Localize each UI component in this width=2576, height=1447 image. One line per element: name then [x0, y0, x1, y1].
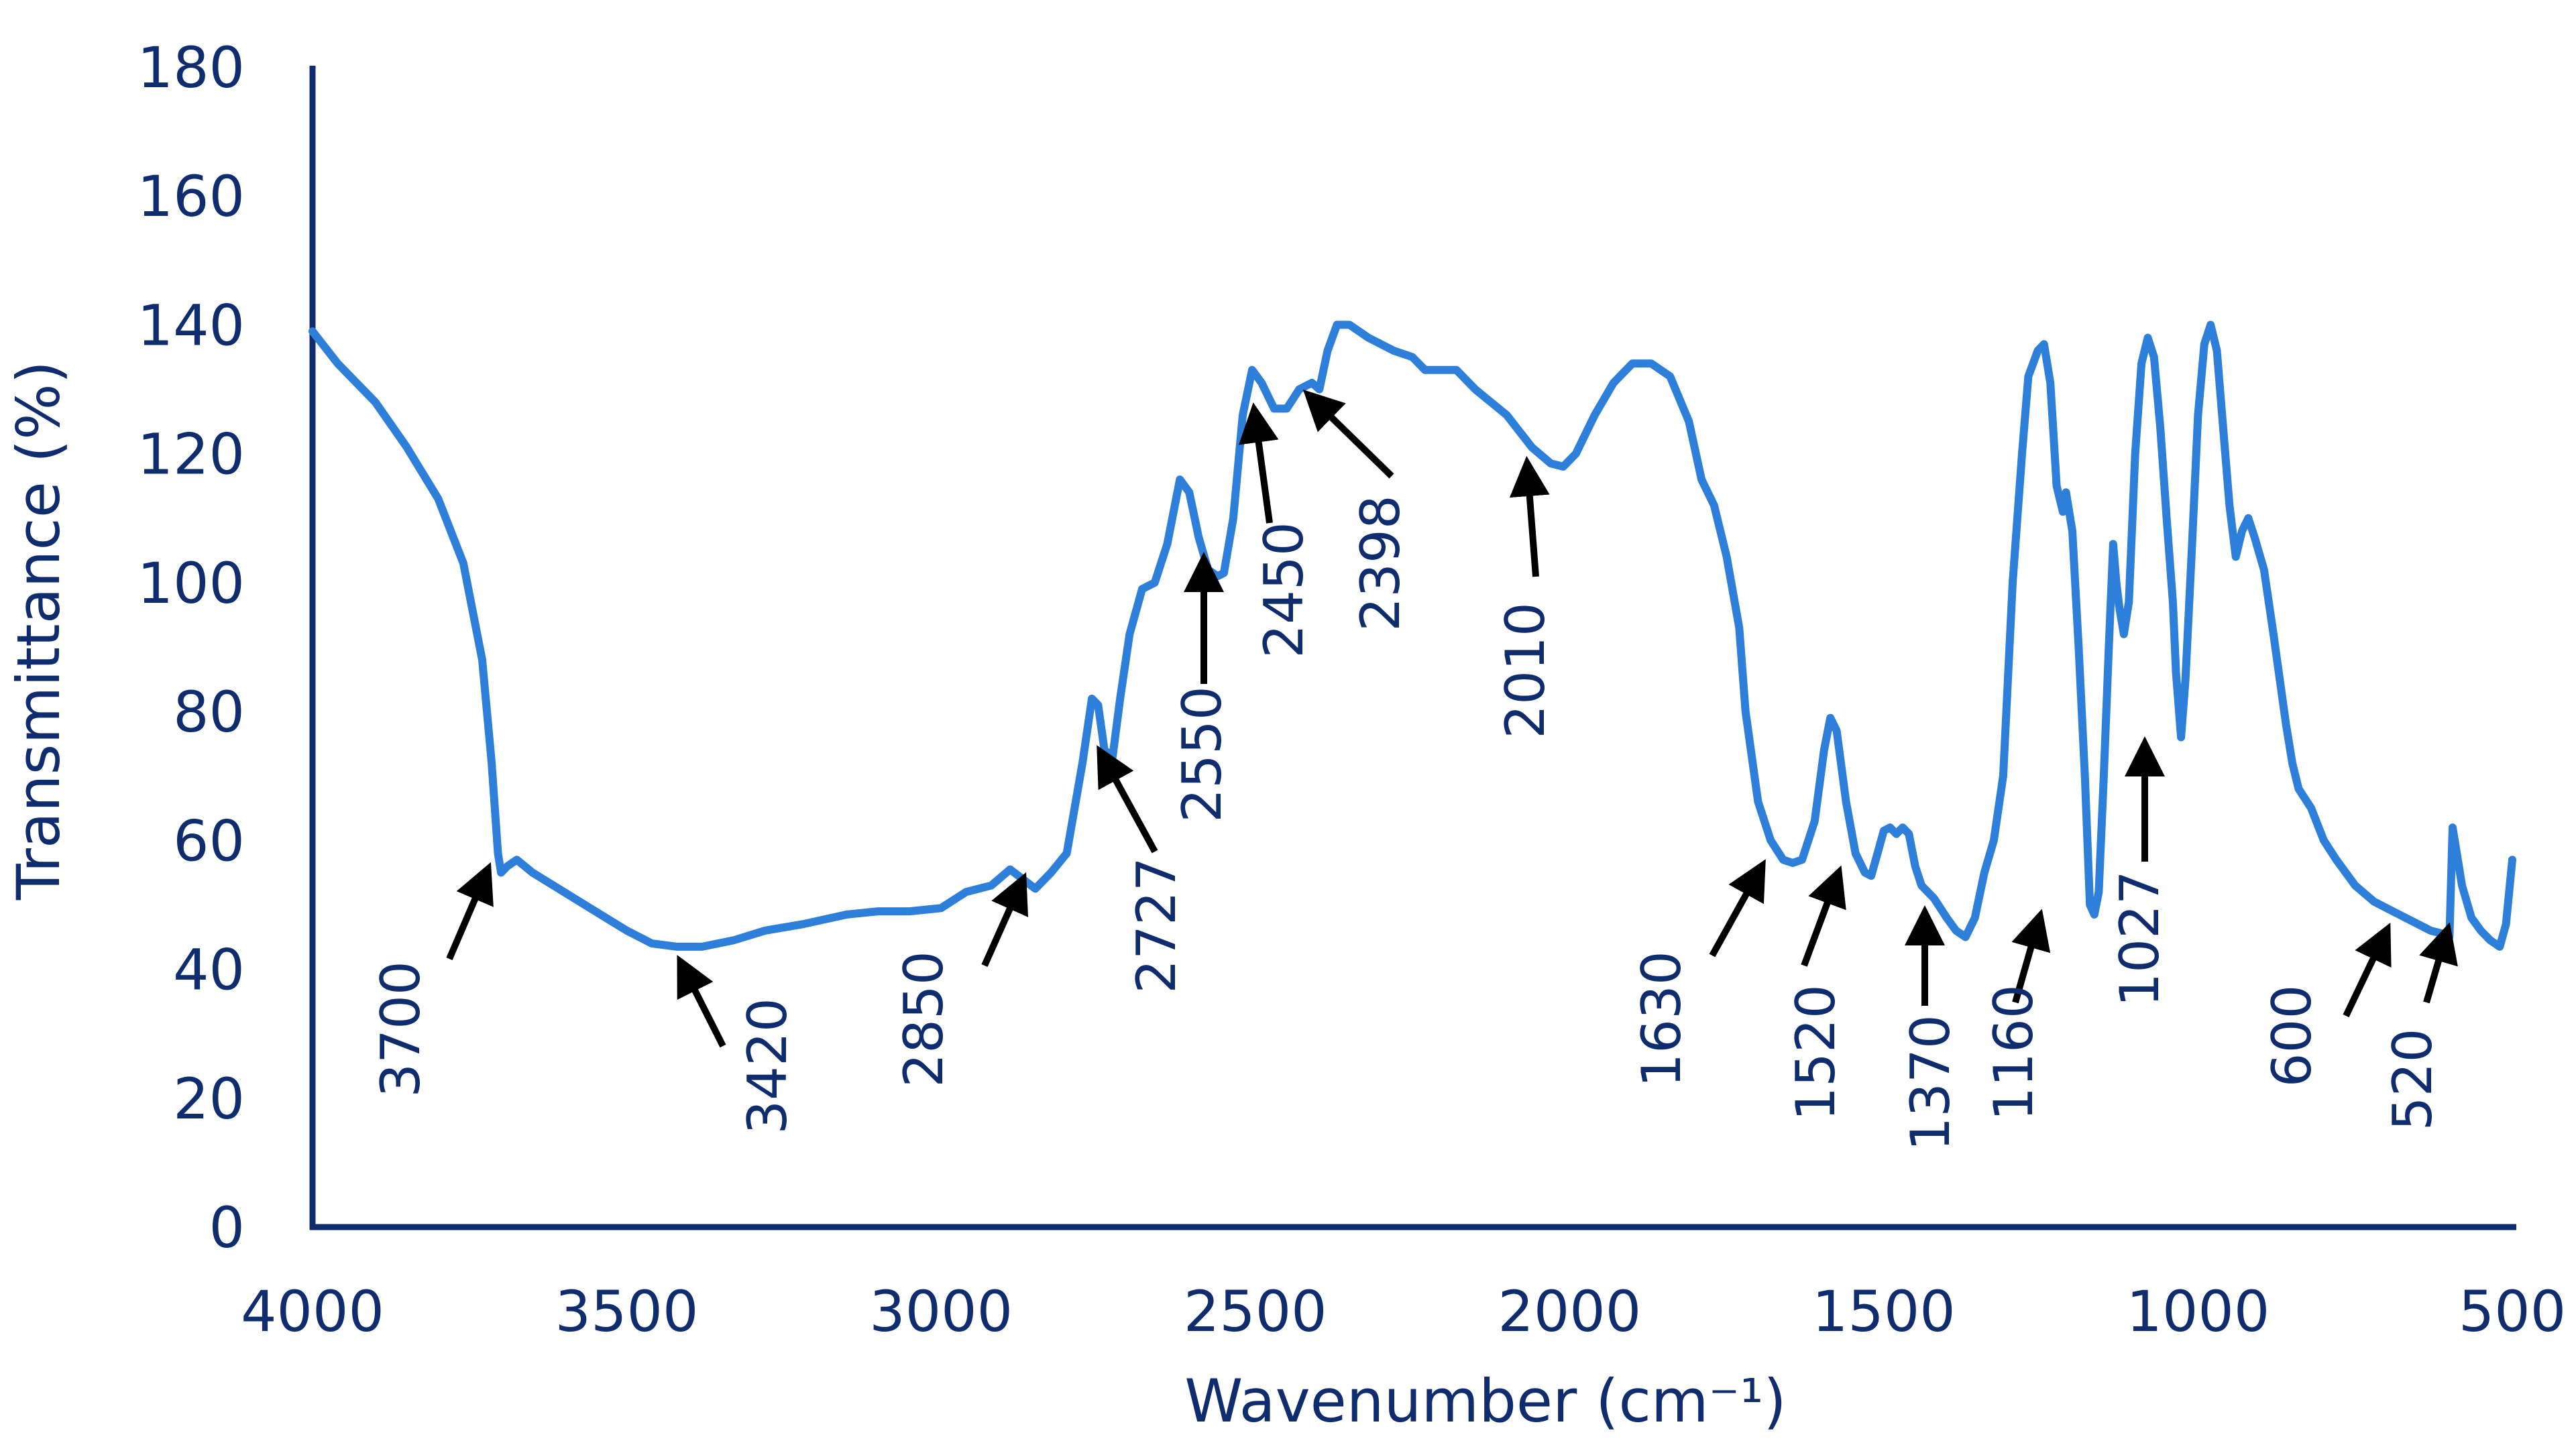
- x-tick-label: 1000: [2127, 1279, 2270, 1344]
- y-tick-label: 0: [209, 1195, 245, 1261]
- peak-arrow: [1238, 402, 1279, 524]
- y-tick-label: 40: [173, 937, 245, 1003]
- peak-label: 2727: [1125, 857, 1188, 994]
- peak-arrow: [2011, 909, 2051, 1004]
- peak-label: 2450: [1253, 522, 1315, 658]
- x-tick-labels: 4000 3500 3000 2500 2000 1500 1000 500: [241, 1279, 2566, 1344]
- x-tick-label: 500: [2459, 1279, 2566, 1344]
- y-tick-label: 100: [137, 551, 245, 616]
- peak-label: 520: [2382, 1029, 2444, 1131]
- y-tick-label: 140: [137, 292, 245, 358]
- peak-arrow: [1509, 456, 1550, 577]
- peak-label: 1027: [2109, 870, 2171, 1007]
- x-tick-label: 4000: [241, 1279, 384, 1344]
- x-tick-label: 1500: [1812, 1279, 1956, 1344]
- peak-label: 2550: [1171, 686, 1233, 823]
- peak-label: 3700: [370, 961, 432, 1098]
- spectrum-line: [309, 321, 2516, 951]
- data-series: [309, 321, 2516, 951]
- y-tick-label: 80: [173, 679, 245, 745]
- x-tick-label: 3500: [555, 1279, 699, 1344]
- peak-label: 2398: [1349, 495, 1412, 632]
- peak-label: 1160: [1982, 984, 2045, 1121]
- y-tick-label: 60: [173, 808, 245, 874]
- y-tick-label: 180: [137, 35, 245, 101]
- peak-arrow: [1709, 859, 1766, 958]
- peak-arrow: [677, 955, 726, 1048]
- peak-label: 2850: [893, 951, 955, 1088]
- y-axis-title: Transmittance (%): [4, 361, 73, 901]
- x-tick-label: 3000: [869, 1279, 1013, 1344]
- peak-arrow: [446, 862, 494, 960]
- peak-label: 600: [2261, 985, 2323, 1088]
- x-axis-title: Wavenumber (cm⁻¹): [1184, 1367, 1786, 1436]
- peak-label: 3420: [736, 998, 799, 1135]
- y-tick-labels: 0 20 40 60 80 100 120 140 160 180: [137, 35, 245, 1261]
- peak-arrow: [2419, 922, 2458, 1004]
- y-tick-label: 20: [173, 1066, 245, 1132]
- peak-arrow: [981, 872, 1029, 968]
- axes: [309, 66, 2516, 1230]
- peak-label: 1630: [1630, 951, 1693, 1088]
- peak-label: 2010: [1494, 602, 1557, 739]
- y-tick-label: 160: [137, 164, 245, 229]
- peak-arrow: [1801, 865, 1846, 967]
- peak-label: 1520: [1785, 984, 1847, 1121]
- peak-annotations: 3700 3420 2850 2727 2550 2450 2398 2010 1630 1520…: [370, 390, 2458, 1151]
- peak-arrow: [1097, 745, 1158, 854]
- peak-arrow: [2343, 922, 2392, 1018]
- x-tick-label: 2500: [1184, 1279, 1327, 1344]
- y-tick-label: 120: [137, 422, 245, 487]
- x-tick-label: 2000: [1498, 1279, 1641, 1344]
- peak-label: 1370: [1899, 1015, 1962, 1151]
- peak-arrow: [1302, 390, 1394, 479]
